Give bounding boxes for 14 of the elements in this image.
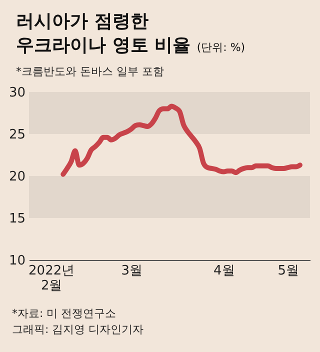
y-tick-label: 30 [8,86,26,100]
text: (단위: %) [196,41,246,54]
x-tick-label: 5월 [278,264,300,278]
y-tick-label: 25 [8,128,26,142]
y-tick-label: 20 [8,170,26,184]
text: *자료: 미 전쟁연구소 [12,306,118,322]
chart-subtitle: *크름반도와 돈바스 일부 포함 [16,64,164,79]
text: 그래픽: 김지영 디자인기자 [12,322,144,338]
chart-title: 러시아가 점령한 우크라이나 영토 비율 [16,11,191,56]
y-tick-label: 15 [8,212,26,226]
x-tick-label: 2022년 2월 [28,264,75,294]
y-tick-label: 10 [8,254,26,268]
x-tick-label: 3월 [121,264,143,278]
x-tick-label: 4월 [214,264,235,278]
